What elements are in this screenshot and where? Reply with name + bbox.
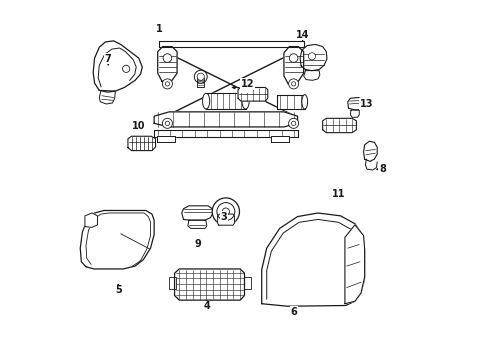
Bar (169, 277, 175, 289)
Polygon shape (158, 46, 177, 81)
Text: 4: 4 (203, 301, 210, 311)
Circle shape (197, 73, 204, 80)
Polygon shape (217, 214, 234, 225)
Text: 11: 11 (331, 189, 345, 199)
Polygon shape (300, 44, 326, 71)
Circle shape (165, 82, 169, 86)
Text: 8: 8 (378, 164, 385, 174)
Text: 10: 10 (132, 121, 145, 131)
Text: 2: 2 (241, 82, 247, 93)
Ellipse shape (301, 95, 307, 109)
Polygon shape (159, 41, 303, 47)
Circle shape (122, 65, 129, 72)
Polygon shape (284, 46, 303, 84)
Polygon shape (206, 93, 245, 109)
Text: 9: 9 (194, 239, 201, 249)
Polygon shape (349, 110, 359, 117)
Circle shape (162, 79, 172, 89)
Circle shape (289, 54, 297, 62)
Circle shape (212, 198, 239, 225)
Polygon shape (99, 90, 115, 104)
Text: 13: 13 (359, 99, 372, 109)
Circle shape (194, 70, 207, 83)
Circle shape (217, 203, 234, 221)
Polygon shape (182, 206, 212, 220)
Polygon shape (276, 95, 304, 109)
Polygon shape (303, 71, 319, 80)
Polygon shape (344, 225, 364, 304)
Polygon shape (363, 141, 376, 161)
Circle shape (288, 118, 298, 129)
Text: 1: 1 (156, 24, 162, 35)
Polygon shape (93, 41, 142, 92)
Polygon shape (187, 220, 206, 228)
Polygon shape (154, 112, 297, 127)
Polygon shape (128, 136, 155, 150)
Circle shape (162, 118, 172, 129)
Text: 14: 14 (295, 30, 309, 40)
Ellipse shape (202, 93, 209, 109)
Ellipse shape (242, 93, 249, 109)
Polygon shape (154, 130, 297, 137)
Circle shape (222, 208, 229, 215)
Circle shape (288, 79, 298, 89)
Polygon shape (347, 98, 365, 110)
Polygon shape (261, 213, 364, 306)
Polygon shape (174, 269, 244, 300)
Text: 6: 6 (290, 307, 297, 317)
Polygon shape (238, 87, 267, 101)
Polygon shape (156, 136, 174, 142)
Text: 7: 7 (104, 54, 111, 64)
Polygon shape (85, 213, 97, 227)
Bar (244, 277, 250, 289)
Polygon shape (322, 118, 356, 133)
Text: 3: 3 (220, 212, 226, 221)
Text: 12: 12 (240, 79, 254, 89)
Circle shape (291, 82, 295, 86)
Text: 5: 5 (115, 285, 122, 296)
Circle shape (308, 53, 315, 60)
Polygon shape (271, 136, 289, 142)
Circle shape (165, 121, 169, 126)
Polygon shape (80, 211, 154, 269)
Circle shape (291, 121, 295, 126)
Circle shape (163, 54, 171, 62)
